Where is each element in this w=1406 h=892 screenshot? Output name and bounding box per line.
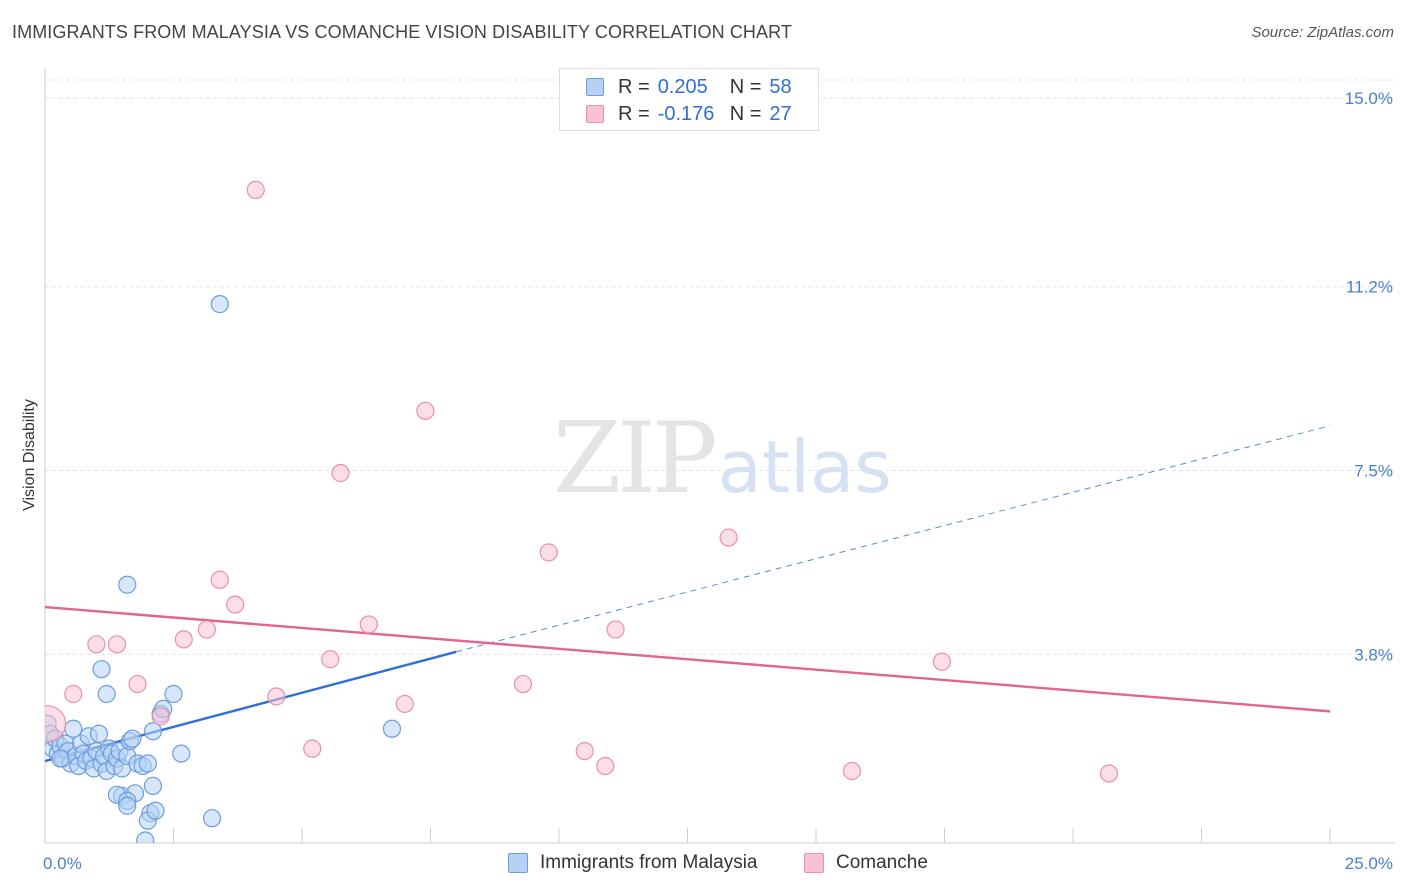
malaysia-point xyxy=(143,722,163,741)
malaysia-point xyxy=(138,754,157,773)
malaysia-point xyxy=(64,719,83,738)
comanche-point xyxy=(359,615,378,634)
malaysia-point xyxy=(118,796,137,815)
malaysia-point xyxy=(146,801,165,820)
y-tick-label: 7.5% xyxy=(1354,462,1393,481)
watermark-atlas: atlas xyxy=(717,425,892,509)
comanche-point xyxy=(210,570,229,589)
comanche-point xyxy=(331,463,350,483)
y-tick-label: 15.0% xyxy=(1345,89,1393,108)
y-tick-label: 3.8% xyxy=(1354,645,1393,664)
malaysia-point xyxy=(97,684,116,704)
malaysia-point xyxy=(118,575,137,594)
malaysia-point xyxy=(202,809,222,828)
comanche-point xyxy=(842,761,862,781)
legend-row-comanche: R = -0.176 N = 27 xyxy=(586,102,792,126)
malaysia-point xyxy=(382,719,402,738)
malaysia-point xyxy=(92,660,111,679)
watermark-zip: ZIP xyxy=(553,402,718,516)
comanche-point xyxy=(932,652,952,671)
y-tick-label: 11.2% xyxy=(1346,278,1393,297)
bottom-legend-label: Comanche xyxy=(836,852,928,873)
legend-n-value: 58 xyxy=(769,75,792,98)
legend-n-value: 27 xyxy=(769,102,792,125)
comanche-point xyxy=(1099,764,1119,783)
bottom-legend-swatch-pink xyxy=(804,853,824,873)
comanche-trend-line xyxy=(44,605,1331,713)
malaysia-point xyxy=(172,744,191,763)
bottom-legend-label: Immigrants from Malaysia xyxy=(540,852,758,873)
comanche-point xyxy=(64,684,83,704)
comanche-point xyxy=(226,595,245,614)
gridlines xyxy=(45,79,1395,655)
comanche-point xyxy=(719,528,738,547)
watermark: ZIPatlas xyxy=(553,402,892,516)
legend-n-label: N = xyxy=(729,75,762,98)
comanche-point xyxy=(303,739,322,758)
malaysia-point xyxy=(210,295,229,314)
legend-r-label: R = xyxy=(618,75,650,98)
comanche-point xyxy=(596,756,615,776)
legend-r-value: 0.205 xyxy=(657,75,708,98)
comanche-point xyxy=(128,674,147,694)
comanche-point xyxy=(416,401,435,420)
comanche-point xyxy=(151,707,170,726)
malaysia-point xyxy=(51,749,70,768)
legend-r-label: R = xyxy=(618,102,650,125)
y-axis-label: Vision Disability xyxy=(21,399,38,511)
comanche-point xyxy=(606,620,625,639)
comanche-point xyxy=(321,650,340,669)
comanche-point xyxy=(395,694,414,714)
source-credit: Source: ZipAtlas.com xyxy=(1251,24,1394,41)
legend-row-malaysia: R = 0.205 N = 58 xyxy=(586,75,792,99)
comanche-point xyxy=(575,742,594,761)
bottom-legend-swatch-blue xyxy=(508,853,528,873)
comanche-point xyxy=(513,674,533,694)
data-points xyxy=(45,180,1119,843)
malaysia-point xyxy=(123,729,142,748)
legend-swatch-pink xyxy=(586,105,604,123)
comanche-point xyxy=(539,543,558,562)
comanche-point xyxy=(197,620,217,639)
comanche-point xyxy=(87,635,106,654)
malaysia-point xyxy=(164,684,183,704)
malaysia-point xyxy=(89,724,109,743)
comanche-point xyxy=(174,630,193,649)
comanche-point xyxy=(107,635,127,654)
bottom-legend-malaysia: Immigrants from Malaysia xyxy=(508,852,758,874)
legend-n-label: N = xyxy=(729,102,762,125)
malaysia-point xyxy=(143,776,163,795)
malaysia-trend-extension xyxy=(456,425,1331,653)
malaysia-point xyxy=(136,831,155,843)
comanche-point xyxy=(246,180,265,199)
x-tick-label: 25.0% xyxy=(1345,854,1393,873)
comanche-point xyxy=(267,687,286,706)
comanche-point xyxy=(45,705,67,743)
x-tick-label: 0.0% xyxy=(43,854,82,873)
legend-r-value: -0.176 xyxy=(657,102,715,125)
chart-title: IMMIGRANTS FROM MALAYSIA VS COMANCHE VIS… xyxy=(12,22,792,42)
legend-swatch-blue xyxy=(586,78,604,96)
legend: R = 0.205 N = 58 R = -0.176 N = 27 xyxy=(559,68,819,131)
bottom-legend-comanche: Comanche xyxy=(804,852,928,874)
tick-labels: 3.8% 7.5% 11.2% 15.0% 0.0% 25.0% xyxy=(43,89,1393,873)
